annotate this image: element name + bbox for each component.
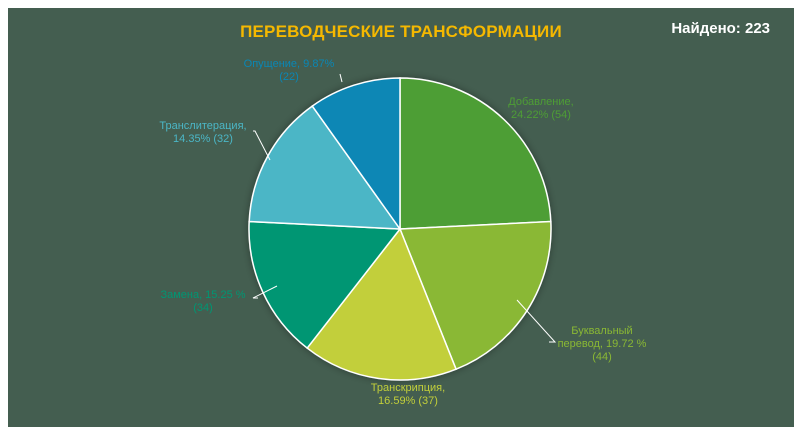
pie-slice-5[interactable] (248, 105, 402, 230)
pie-slice-3[interactable] (306, 227, 458, 381)
data-label-line: (44) (592, 351, 612, 363)
data-label-line: 24.22% (54) (511, 109, 571, 121)
found-count: Найдено: 223 (671, 20, 770, 37)
data-label-line: Транслитерация, (159, 120, 246, 132)
data-label-line: Транскрипция, (371, 382, 445, 394)
pie-slice-1[interactable] (399, 77, 552, 230)
data-label-line: Замена, 15.25 % (160, 289, 245, 301)
data-label-2: Буквальный перевод, 19.72 % (44) (558, 325, 647, 363)
pie-slice-4[interactable] (248, 220, 402, 350)
data-label-line: Опущение, 9.87% (244, 58, 335, 70)
leader-line-5 (253, 130, 271, 161)
data-label-3: Транскрипция, 16.59% (37) (371, 382, 445, 407)
data-label-4: Замена, 15.25 % (34) (160, 289, 245, 314)
data-label-line: Буквальный (571, 325, 632, 337)
data-label-5: Транслитерация, 14.35% (32) (159, 120, 246, 145)
data-label-line: 14.35% (32) (173, 133, 233, 145)
data-label-line: 16.59% (37) (378, 395, 438, 407)
data-label-line: перевод, 19.72 % (558, 338, 647, 350)
leader-line-6 (339, 73, 343, 83)
leader-line-2 (516, 299, 557, 343)
data-label-6: Опущение, 9.87% (22) (244, 58, 335, 83)
data-label-line: (34) (193, 302, 213, 314)
leader-line-4 (252, 285, 278, 299)
data-label-line: Добавление, (508, 96, 573, 108)
data-label-line: (22) (279, 71, 299, 83)
data-label-1: Добавление, 24.22% (54) (508, 96, 573, 121)
pie-slice-6[interactable] (311, 77, 401, 232)
chart-title: ПЕРЕВОДЧЕСКИЕ ТРАНСФОРМАЦИИ (240, 22, 562, 41)
